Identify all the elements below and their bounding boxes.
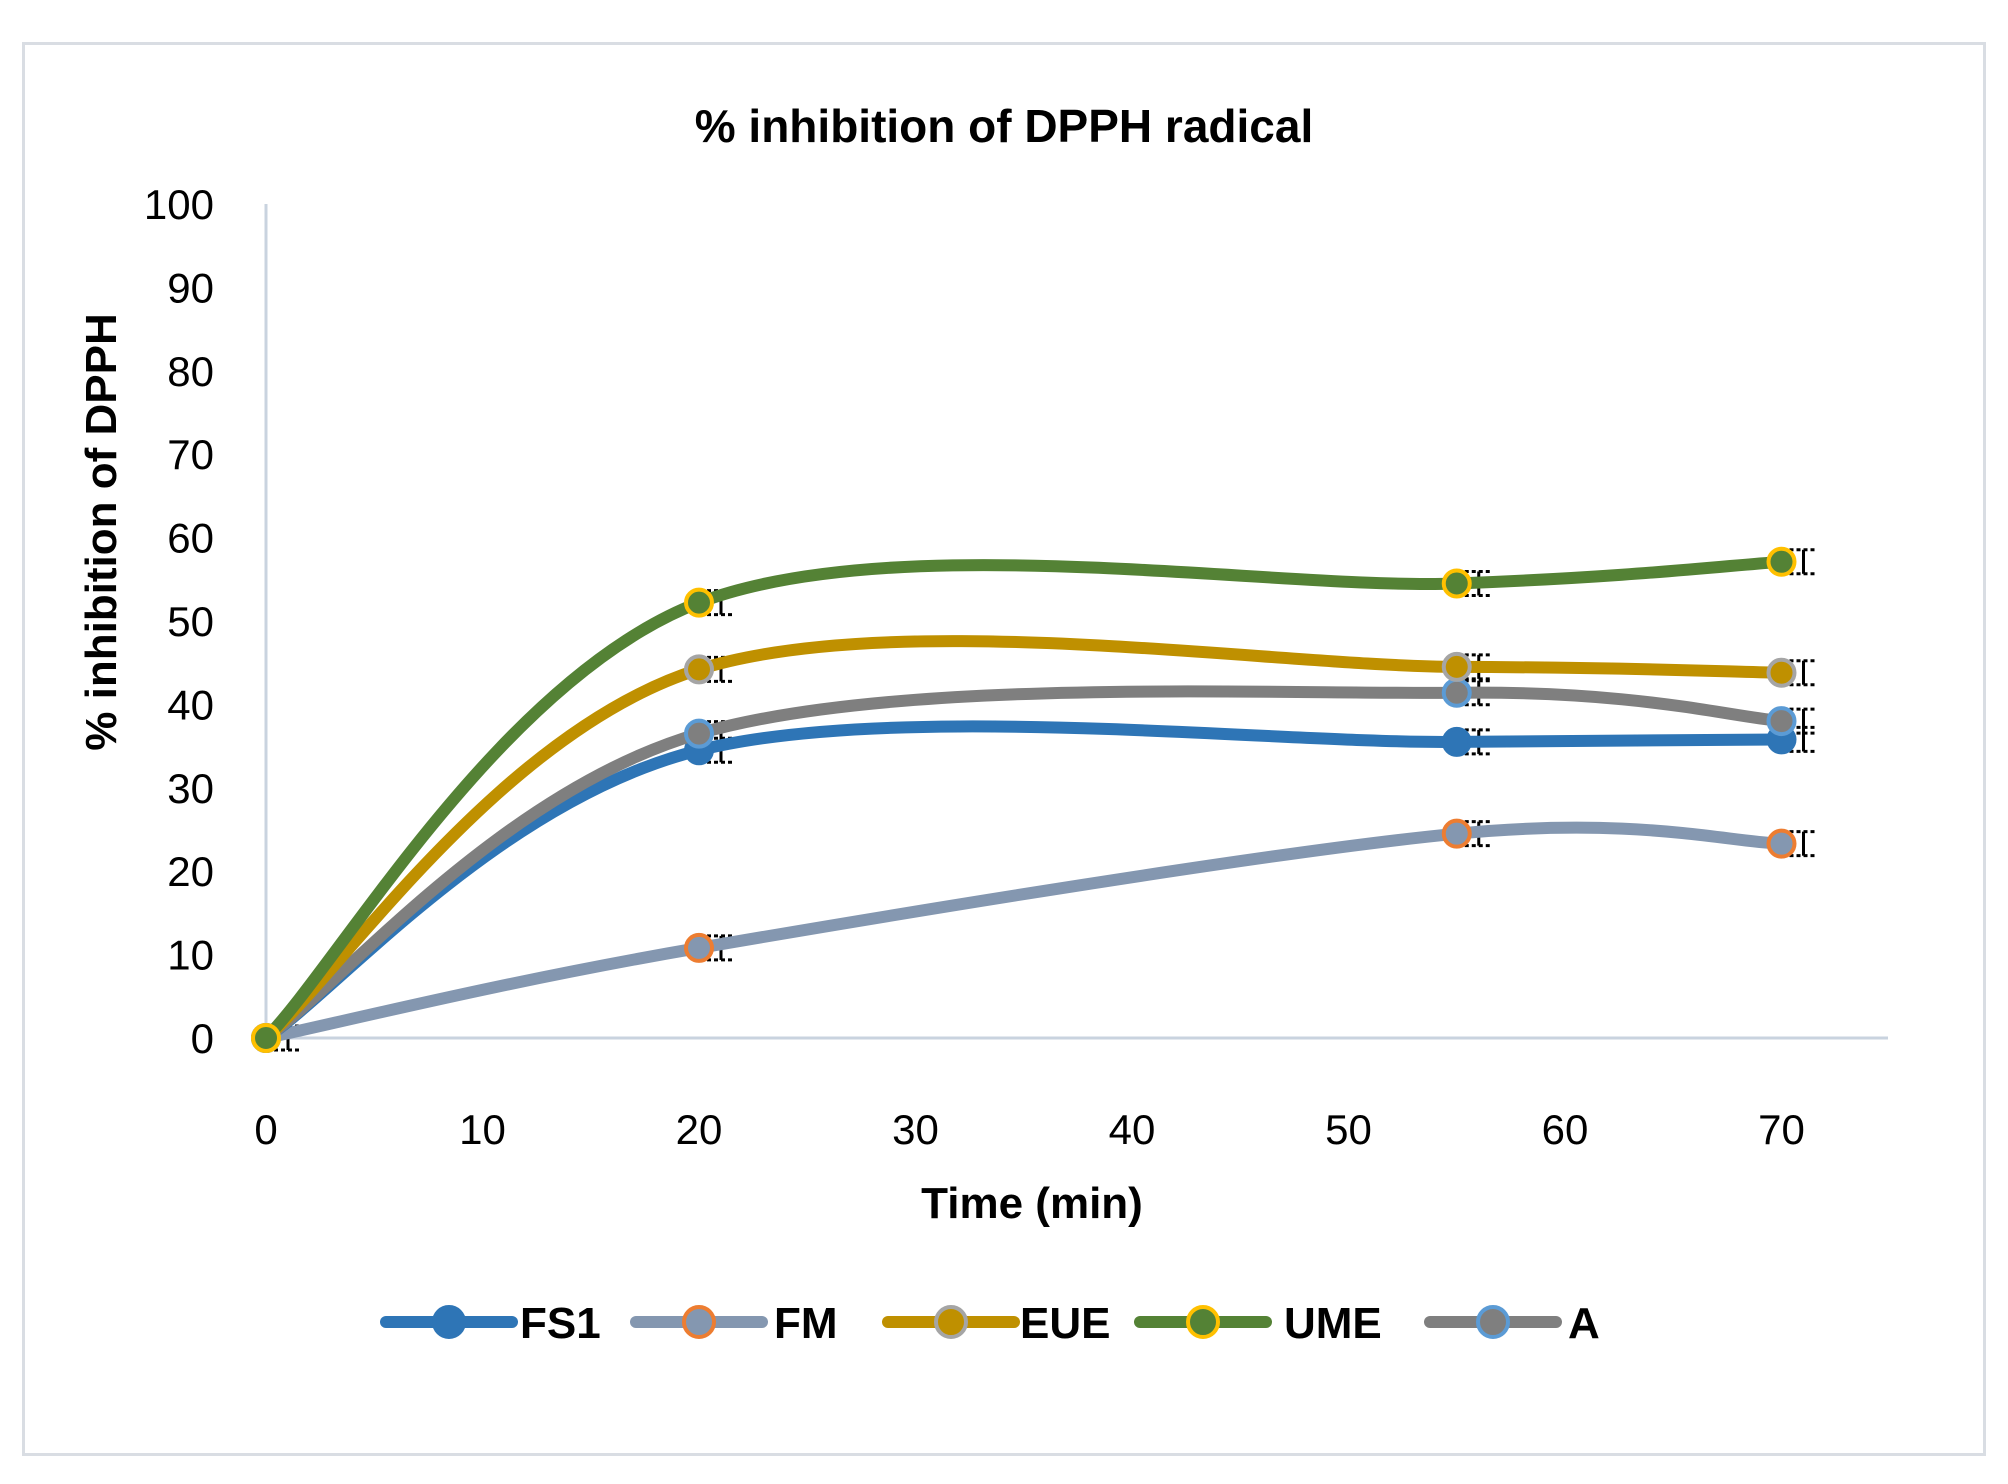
- x-tick-label: 30: [892, 1106, 939, 1153]
- data-point-ume: [1441, 568, 1472, 599]
- x-tick-label: 60: [1542, 1106, 1589, 1153]
- legend-label-a: A: [1568, 1299, 1600, 1348]
- data-point-ume: [1766, 546, 1797, 577]
- series-ume: [251, 546, 1797, 1053]
- legend-label-fs1: FS1: [520, 1299, 601, 1348]
- x-tick-label: 50: [1325, 1106, 1372, 1153]
- legend-item-eue: EUE: [882, 1299, 1110, 1348]
- legend-label-ume: UME: [1284, 1299, 1382, 1348]
- x-tick-label: 10: [459, 1106, 506, 1153]
- data-point-a: [1441, 677, 1472, 708]
- y-tick-label: 70: [167, 431, 214, 478]
- y-tick-label: 80: [167, 348, 214, 395]
- series-line-a: [260, 685, 1788, 1044]
- y-tick-label: 0: [191, 1015, 214, 1062]
- plot-area: [251, 546, 1818, 1053]
- legend-label-eue: EUE: [1020, 1299, 1110, 1348]
- data-point-fm: [1441, 818, 1472, 849]
- series-line-fm: [260, 821, 1788, 1044]
- data-point-eue: [1766, 657, 1797, 688]
- x-tick-label: 70: [1758, 1106, 1805, 1153]
- chart-title: % inhibition of DPPH radical: [695, 100, 1313, 152]
- y-tick-label: 90: [167, 264, 214, 311]
- y-axis-label: % inhibition of DPPH: [77, 313, 126, 751]
- series-line-ume: [260, 555, 1788, 1044]
- legend-marker-a: [1476, 1305, 1510, 1339]
- x-tick-label: 40: [1109, 1106, 1156, 1153]
- series-a: [251, 677, 1797, 1053]
- legend-marker-fs1: [432, 1305, 466, 1339]
- legend-item-fs1: FS1: [380, 1299, 601, 1348]
- legend-label-fm: FM: [774, 1299, 838, 1348]
- data-point-fm: [1766, 828, 1797, 859]
- data-point-ume: [251, 1023, 281, 1053]
- legend: FS1 FM EUE UME A: [380, 1299, 1600, 1348]
- data-point-a: [1766, 706, 1797, 737]
- data-point-eue: [1441, 651, 1472, 682]
- data-point-fs1: [1441, 726, 1472, 757]
- y-axis: 0 10 20 30 40 50 60 70 80 90 100: [144, 181, 1888, 1062]
- data-point-ume: [684, 587, 714, 618]
- y-tick-label: 60: [167, 515, 214, 562]
- error-bars-fm: [274, 820, 1818, 1052]
- x-axis-label: Time (min): [921, 1179, 1143, 1228]
- y-tick-label: 40: [167, 681, 214, 728]
- error-bars-ume: [274, 548, 1818, 1052]
- x-tick-label: 20: [676, 1106, 723, 1153]
- chart-frame: [22, 42, 1986, 1456]
- legend-item-a: A: [1424, 1299, 1600, 1348]
- legend-item-ume: UME: [1134, 1299, 1382, 1348]
- data-point-a: [684, 718, 714, 749]
- legend-marker-eue: [934, 1305, 968, 1339]
- y-tick-label: 10: [167, 932, 214, 979]
- data-point-fm: [684, 932, 714, 963]
- series-line-eue: [260, 635, 1788, 1044]
- legend-marker-ume: [1186, 1305, 1220, 1339]
- legend-marker-fm: [682, 1305, 716, 1339]
- y-tick-label: 50: [167, 598, 214, 645]
- x-tick-label: 0: [254, 1106, 277, 1153]
- y-tick-label: 100: [144, 181, 214, 228]
- y-tick-label: 20: [167, 848, 214, 895]
- y-tick-label: 30: [167, 765, 214, 812]
- data-point-eue: [684, 654, 714, 685]
- x-axis: 0 10 20 30 40 50 60 70: [254, 1106, 1805, 1153]
- legend-item-fm: FM: [630, 1299, 838, 1348]
